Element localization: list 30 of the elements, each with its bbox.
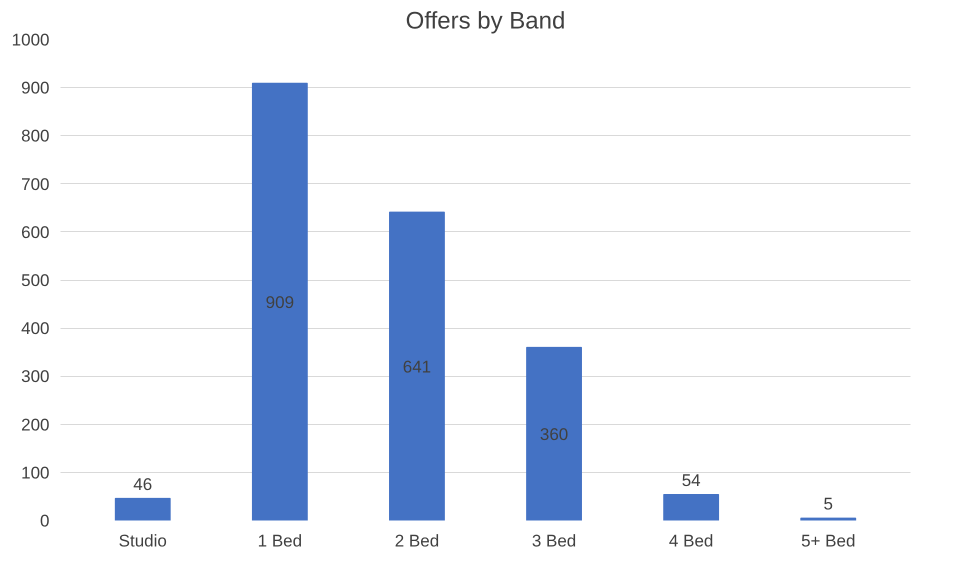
- x-tick-label: 1 Bed: [258, 532, 302, 550]
- data-label: 54: [682, 471, 701, 490]
- x-tick-label: 3 Bed: [532, 532, 576, 550]
- x-tick-label: 4 Bed: [668, 532, 714, 550]
- x-tick-label: 2 Bed: [394, 532, 440, 550]
- y-tick-label: 500: [21, 271, 50, 290]
- data-label: 909: [266, 292, 294, 312]
- bar: [114, 498, 171, 520]
- y-tick-label: 600: [21, 222, 50, 242]
- y-tick-label: 200: [21, 415, 50, 434]
- y-tick-label: 300: [21, 367, 50, 386]
- bar: [663, 494, 720, 520]
- data-label: 46: [133, 474, 152, 494]
- x-tick-label: Studio: [118, 532, 167, 550]
- y-tick-label: 800: [21, 126, 50, 146]
- y-tick-label: 1000: [12, 30, 50, 50]
- data-label: 641: [402, 357, 432, 376]
- chart-title: Offers by Band: [406, 8, 566, 34]
- data-label: 360: [540, 424, 568, 444]
- data-label: 5: [824, 494, 833, 514]
- bar: [252, 82, 308, 520]
- y-tick-label: 700: [21, 174, 50, 194]
- y-tick-label: 400: [21, 319, 50, 338]
- bar: [800, 518, 856, 520]
- bar: [389, 212, 445, 520]
- y-tick-label: 100: [21, 463, 50, 482]
- bar: [526, 346, 582, 520]
- x-tick-label: 5+ Bed: [801, 532, 856, 550]
- y-tick-label: 0: [40, 512, 50, 530]
- y-tick-label: 900: [21, 78, 50, 98]
